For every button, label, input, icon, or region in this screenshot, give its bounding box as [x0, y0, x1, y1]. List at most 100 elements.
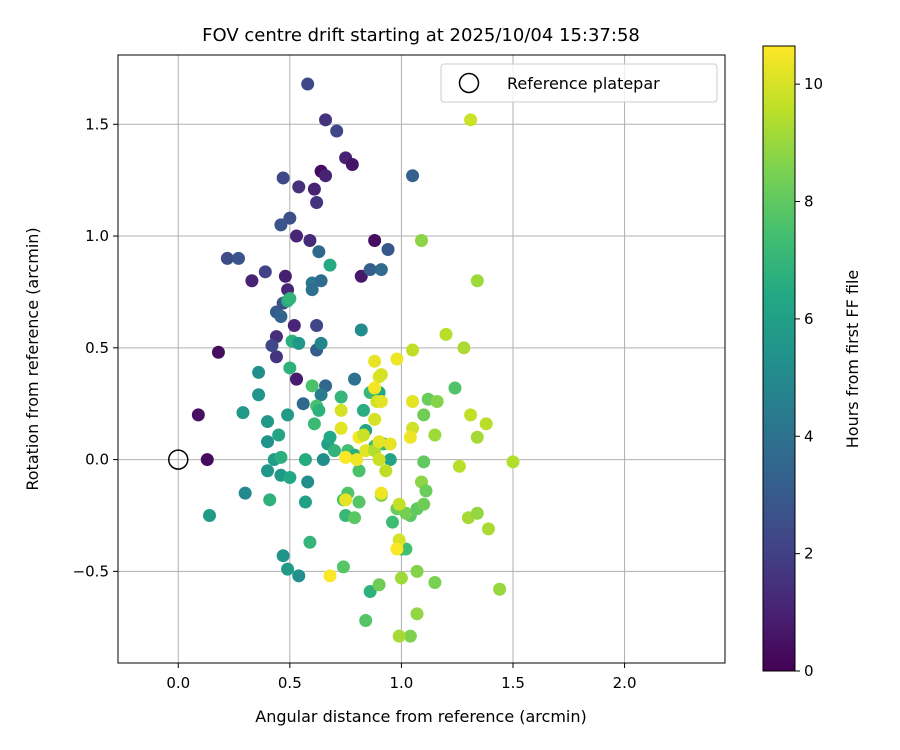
data-point: [281, 562, 295, 576]
data-point: [200, 453, 214, 467]
data-point: [415, 234, 428, 248]
data-point: [403, 629, 417, 643]
data-point: [428, 428, 442, 442]
data-point: [314, 336, 328, 350]
data-point: [410, 564, 424, 578]
data-point: [191, 408, 205, 422]
data-point: [452, 459, 466, 473]
data-point: [319, 113, 333, 127]
data-point: [263, 493, 277, 507]
data-point: [470, 430, 484, 444]
data-point: [430, 394, 444, 408]
data-point: [305, 283, 319, 297]
data-point: [258, 265, 272, 279]
data-point: [202, 508, 216, 522]
colorbar-tick-label: 2: [804, 545, 814, 563]
data-point: [363, 584, 377, 598]
data-point: [323, 430, 337, 444]
data-point: [379, 464, 393, 478]
legend-box: [440, 63, 718, 103]
data-point: [252, 388, 266, 402]
data-point: [374, 394, 388, 408]
data-point: [272, 428, 286, 442]
data-point: [506, 455, 520, 469]
data-point: [372, 453, 386, 467]
data-point: [307, 417, 321, 431]
y-axis-ticks: −0.5 0.0 0.5 1.0 1.5: [73, 115, 118, 580]
data-point: [368, 234, 382, 248]
data-point: [464, 408, 478, 422]
data-point: [383, 437, 397, 451]
y-axis-label: Rotation from reference (arcmin): [23, 227, 42, 490]
data-point: [307, 182, 321, 196]
data-point: [274, 310, 288, 324]
plot-area: 0.0 0.5 1.0 1.5 2.0 −0.5 0.0 0.5 1.0 1.5: [73, 54, 726, 692]
data-point: [298, 495, 312, 509]
data-point: [368, 412, 382, 426]
data-point: [359, 444, 373, 458]
data-point: [236, 406, 250, 420]
colorbar-tick-label: 10: [804, 75, 823, 93]
data-point: [368, 354, 382, 368]
data-point: [211, 345, 225, 359]
data-point: [359, 614, 373, 628]
colorbar-tick-label: 8: [804, 193, 814, 211]
data-point: [290, 372, 304, 386]
colorbar-label: Hours from first FF file: [843, 270, 862, 449]
data-point: [316, 453, 330, 467]
data-point: [287, 318, 301, 332]
data-point: [381, 242, 395, 256]
chart-title: FOV centre drift starting at 2025/10/04 …: [202, 25, 640, 46]
data-point: [345, 158, 359, 172]
data-point: [419, 484, 433, 498]
colorbar-ticks: 0 2 4 6 8 10: [795, 75, 823, 680]
data-point: [334, 421, 348, 435]
data-point: [403, 430, 417, 444]
data-point: [339, 450, 353, 464]
data-point: [464, 113, 478, 127]
data-point: [305, 379, 319, 393]
data-point: [399, 506, 413, 520]
x-tick-label: 1.5: [501, 674, 525, 692]
data-point: [410, 607, 424, 621]
data-point: [439, 327, 453, 341]
data-point: [232, 251, 246, 265]
data-point: [406, 343, 420, 357]
colorbar-tick-label: 6: [804, 310, 814, 328]
data-point: [336, 560, 350, 574]
data-point: [314, 274, 328, 288]
data-point: [356, 428, 370, 442]
data-point: [470, 506, 484, 520]
data-point: [301, 77, 315, 91]
data-point: [301, 475, 315, 489]
data-point: [374, 486, 388, 500]
data-point: [399, 542, 413, 556]
data-point: [493, 582, 507, 596]
y-tick-label: −0.5: [73, 562, 109, 580]
data-point: [323, 569, 337, 583]
data-point: [479, 417, 493, 431]
data-point: [406, 394, 420, 408]
colorbar: 0 2 4 6 8 10 Hours from first FF file: [762, 45, 862, 680]
data-point: [283, 361, 297, 375]
data-point: [392, 629, 406, 643]
data-point: [428, 576, 442, 590]
data-point: [314, 388, 328, 402]
data-point: [394, 571, 408, 585]
data-point: [392, 497, 406, 511]
data-point: [292, 569, 306, 583]
data-point: [374, 368, 388, 382]
x-tick-label: 0.0: [166, 674, 190, 692]
colorbar-gradient: [763, 46, 795, 671]
colorbar-tick-label: 4: [804, 427, 814, 445]
y-tick-label: 0.5: [85, 339, 109, 357]
data-point: [470, 274, 484, 288]
y-tick-label: 1.0: [85, 227, 109, 245]
data-point: [406, 169, 420, 183]
data-point: [245, 274, 259, 288]
data-point: [276, 171, 290, 185]
data-point: [283, 292, 297, 306]
data-point: [269, 350, 283, 364]
data-point: [372, 435, 386, 449]
reference-point-marker: [168, 449, 189, 470]
